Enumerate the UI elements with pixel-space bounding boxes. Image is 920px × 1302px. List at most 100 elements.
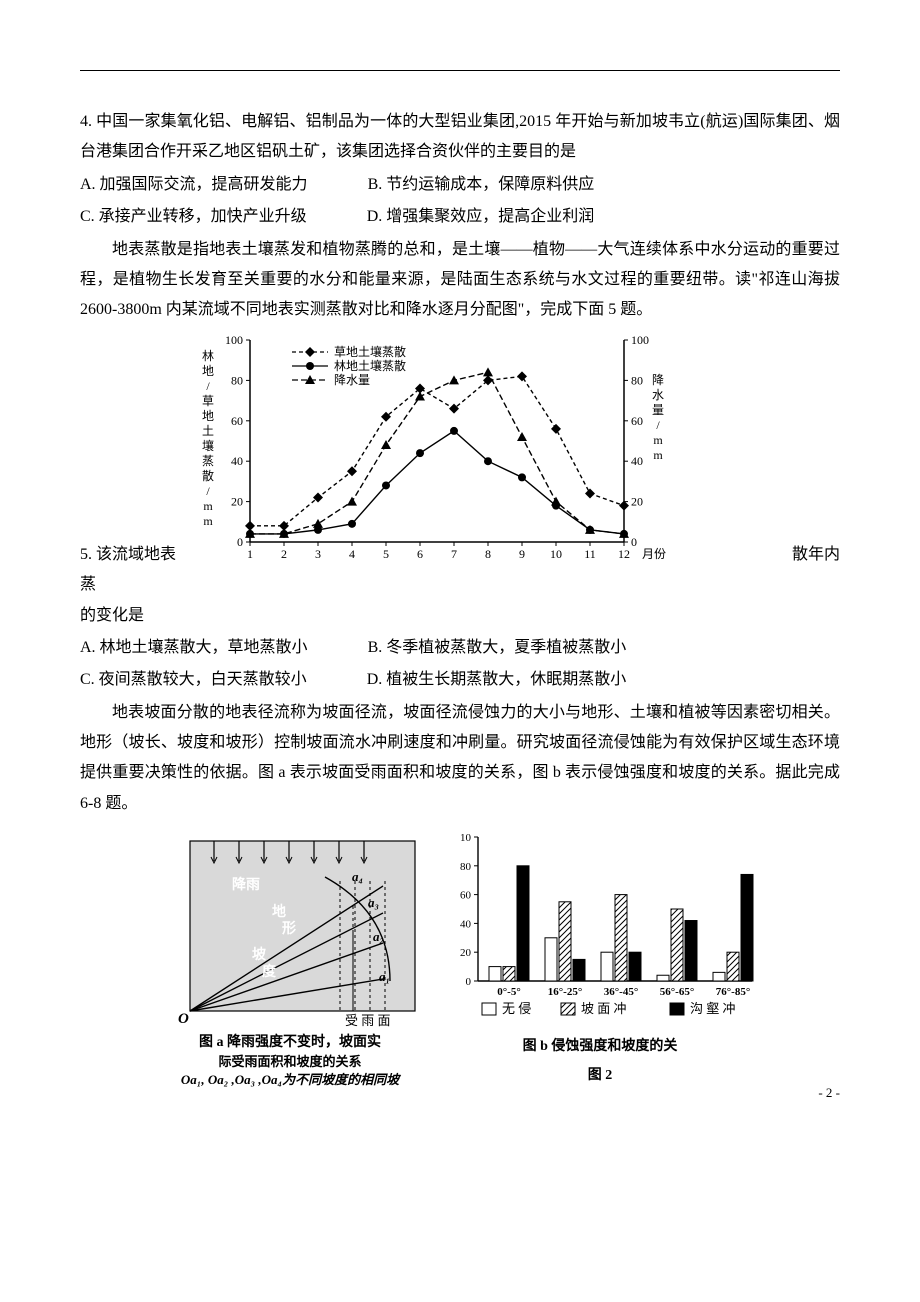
svg-text:无 侵: 无 侵 (502, 1001, 531, 1016)
passage-fig2: 地表坡面分散的地表径流称为坡面径流，坡面径流侵蚀力的大小与地形、土壤和植被等因素… (80, 698, 840, 820)
svg-text:2: 2 (281, 547, 287, 561)
svg-text:m: m (653, 448, 663, 462)
svg-text:O: O (178, 1011, 189, 1027)
svg-text:0: 0 (466, 976, 472, 988)
svg-text:36°-45°: 36°-45° (604, 986, 638, 998)
svg-text:a₂: a₂ (373, 929, 384, 944)
svg-text:3: 3 (315, 547, 321, 561)
svg-text:降水量: 降水量 (334, 373, 370, 387)
evapotranspiration-chart: 002020404060608080100100123456789101112月… (190, 328, 670, 566)
q5-suffix: 散年内 (792, 328, 840, 570)
svg-text:蒸: 蒸 (202, 454, 214, 468)
svg-text:地: 地 (202, 364, 214, 378)
svg-text:40: 40 (460, 919, 472, 931)
figB-col: 0 20 40 60 80 10 0°-5° 16°-25° 36°-45° 56°-65° 76°… (440, 829, 760, 1089)
svg-text:度: 度 (262, 963, 277, 980)
svg-text:坡: 坡 (252, 946, 267, 963)
svg-text:降: 降 (652, 373, 664, 387)
svg-text:0: 0 (631, 535, 637, 549)
svg-text:受 雨 面: 受 雨 面 (345, 1013, 391, 1028)
figures-row: 降雨地形坡度 a₄ a₃ a₂ a₁ O 受 雨 面 图 a 降雨强度不变时，坡面实 际受雨… (80, 829, 840, 1089)
svg-text:10: 10 (460, 832, 472, 844)
q5-optB: B. 冬季植被蒸散大，夏季植被蒸散小 (368, 633, 627, 663)
svg-text:a₄: a₄ (352, 869, 363, 884)
svg-text:7: 7 (451, 547, 457, 561)
svg-text:10: 10 (550, 547, 562, 561)
figB-erosion-bar-chart: 0 20 40 60 80 10 0°-5° 16°-25° 36°-45° 56°-65° 76°… (440, 829, 760, 1029)
svg-text:0°-5°: 0°-5° (497, 986, 520, 998)
q5-optD: D. 植被生长期蒸散大，休眠期蒸散小 (367, 665, 627, 695)
figA-rain-slope-diagram: 降雨地形坡度 a₄ a₃ a₂ a₁ O 受 雨 面 (160, 829, 420, 1029)
svg-text:地: 地 (202, 409, 214, 423)
figB-caption: 图 b 侵蚀强度和坡度的关 (523, 1037, 678, 1057)
svg-text:月份: 月份 (642, 547, 666, 561)
svg-text:16°-25°: 16°-25° (548, 986, 582, 998)
page-top-rule (80, 70, 840, 71)
q4-optD: D. 增强集聚效应，提高企业利润 (367, 202, 595, 232)
svg-text:草地土壤蒸散: 草地土壤蒸散 (334, 344, 406, 359)
svg-text:m: m (653, 433, 663, 447)
svg-text:a₃: a₃ (368, 895, 379, 910)
svg-text:0: 0 (237, 535, 243, 549)
svg-text:坡 面 冲: 坡 面 冲 (581, 1001, 627, 1016)
svg-text:6: 6 (417, 547, 423, 561)
q4-row1: A. 加强国际交流，提高研发能力 B. 节约运输成本，保障原料供应 (80, 170, 840, 200)
svg-text:5: 5 (383, 547, 389, 561)
q4-optB: B. 节约运输成本，保障原料供应 (368, 170, 595, 200)
fig2-label: 图 2 (588, 1063, 613, 1090)
svg-text:80: 80 (231, 373, 243, 387)
svg-text:60: 60 (231, 414, 243, 428)
svg-text:20: 20 (631, 494, 643, 508)
svg-text:m: m (203, 499, 213, 513)
svg-text:11: 11 (584, 547, 596, 561)
svg-text:地: 地 (272, 903, 286, 920)
svg-text:56°-65°: 56°-65° (660, 986, 694, 998)
q5-optA: A. 林地土壤蒸散大，草地蒸散小 (80, 633, 308, 663)
svg-text:76°-85°: 76°-85° (716, 986, 750, 998)
svg-text:散: 散 (202, 468, 214, 483)
q5-row2: C. 夜间蒸散较大，白天蒸散较小 D. 植被生长期蒸散大，休眠期蒸散小 (80, 665, 840, 695)
svg-text:80: 80 (460, 861, 472, 873)
q5-row1: A. 林地土壤蒸散大，草地蒸散小 B. 冬季植被蒸散大，夏季植被蒸散小 (80, 633, 840, 663)
figA-caption1: 图 a 降雨强度不变时，坡面实 (199, 1033, 381, 1053)
svg-text:/: / (206, 379, 210, 393)
q4-optC: C. 承接产业转移，加快产业升级 (80, 202, 307, 232)
passage-chart: 地表蒸散是指地表土壤蒸发和植物蒸腾的总和，是土壤——植物——大气连续体系中水分运… (80, 235, 840, 326)
q4-stem: 4. 中国一家集氧化铝、电解铝、铝制品为一体的大型铝业集团,2015 年开始与新… (80, 107, 840, 168)
svg-text:形: 形 (282, 920, 296, 937)
svg-text:水: 水 (652, 388, 664, 402)
svg-text:/: / (656, 418, 660, 432)
svg-text:20: 20 (460, 947, 472, 959)
svg-text:草: 草 (202, 394, 214, 408)
svg-text:量: 量 (652, 403, 664, 417)
figA-caption2: 际受雨面积和坡度的关系 (218, 1053, 361, 1071)
svg-text:20: 20 (231, 494, 243, 508)
q4-optA: A. 加强国际交流，提高研发能力 (80, 170, 308, 200)
svg-text:沟 壑 冲: 沟 壑 冲 (690, 1001, 736, 1016)
q5-prefix: 5. 该流域地表蒸 (80, 328, 190, 601)
svg-text:a₁: a₁ (379, 969, 390, 984)
page-number: - 2 - (818, 1081, 840, 1106)
svg-text:4: 4 (349, 547, 355, 561)
svg-text:80: 80 (631, 373, 643, 387)
figA-col: 降雨地形坡度 a₄ a₃ a₂ a₁ O 受 雨 面 图 a 降雨强度不变时，坡面实 际受雨… (160, 829, 420, 1089)
svg-text:40: 40 (231, 454, 243, 468)
svg-text:土: 土 (202, 424, 214, 438)
svg-text:降雨: 降雨 (232, 876, 260, 893)
svg-text:m: m (203, 514, 213, 528)
svg-text:12: 12 (618, 547, 630, 561)
svg-text:40: 40 (631, 454, 643, 468)
svg-text:9: 9 (519, 547, 525, 561)
svg-text:林: 林 (202, 349, 214, 363)
svg-text:1: 1 (247, 547, 253, 561)
svg-text:60: 60 (460, 890, 472, 902)
svg-text:100: 100 (225, 333, 243, 347)
q4-row2: C. 承接产业转移，加快产业升级 D. 增强集聚效应，提高企业利润 (80, 202, 840, 232)
svg-text:60: 60 (631, 414, 643, 428)
svg-text:100: 100 (631, 333, 649, 347)
figA-note: Oa₁, Oa₂ ,Oa₃ ,Oa₄为不同坡度的相同坡 (181, 1071, 399, 1089)
svg-text:壤: 壤 (202, 438, 214, 453)
q5-optC: C. 夜间蒸散较大，白天蒸散较小 (80, 665, 307, 695)
svg-text:8: 8 (485, 547, 491, 561)
svg-text:林地土壤蒸散: 林地土壤蒸散 (334, 358, 406, 373)
